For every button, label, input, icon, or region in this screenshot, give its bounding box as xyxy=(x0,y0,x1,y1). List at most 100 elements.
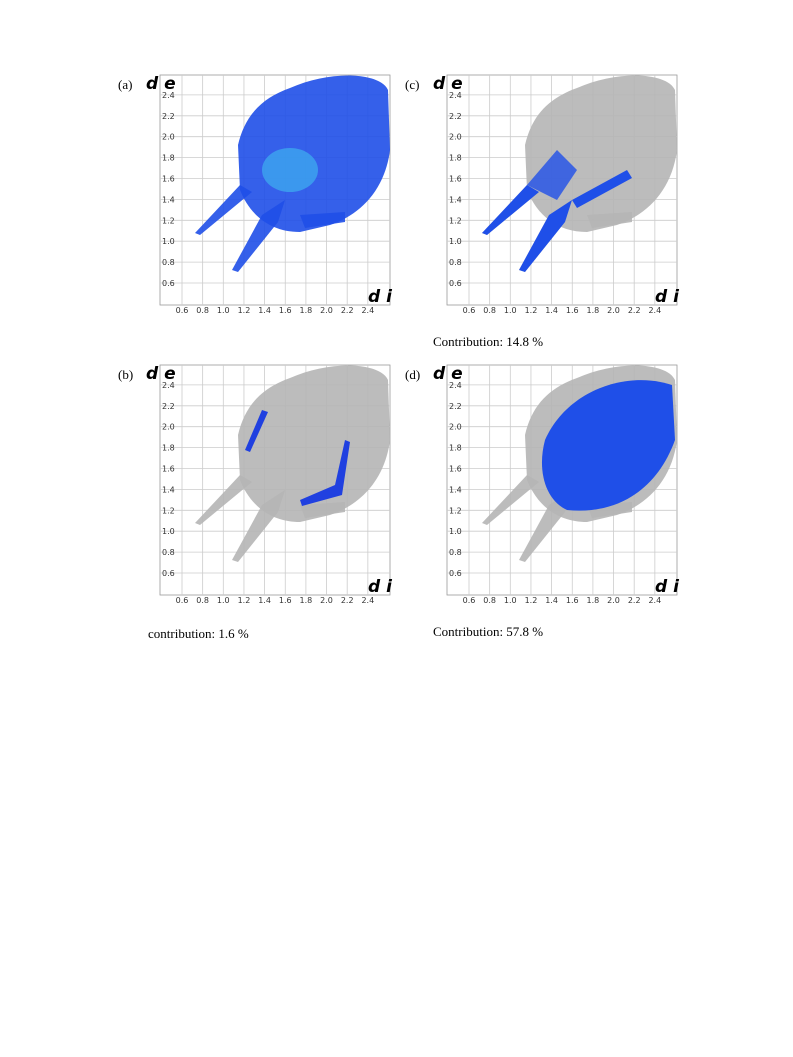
y-tick-label: 0.8 xyxy=(162,258,175,267)
y-tick-label: 1.4 xyxy=(162,195,175,204)
fingerprint-region xyxy=(587,212,632,228)
y-tick-label: 1.2 xyxy=(449,216,462,225)
fingerprint-region xyxy=(300,212,345,228)
x-tick-label: 0.6 xyxy=(463,306,476,315)
fingerprint-region xyxy=(482,475,539,525)
y-tick-label: 1.8 xyxy=(449,444,462,453)
panel-label: (a) xyxy=(118,77,132,92)
x-tick-label: 1.2 xyxy=(238,306,251,315)
x-axis-label: d i xyxy=(655,577,680,597)
fingerprint-region xyxy=(232,200,285,272)
y-tick-label: 1.6 xyxy=(162,465,175,474)
y-tick-label: 2.2 xyxy=(162,112,175,121)
x-axis-label: d i xyxy=(368,577,393,597)
y-tick-label: 1.4 xyxy=(449,485,462,494)
highlight xyxy=(300,440,350,506)
x-tick-label: 2.4 xyxy=(648,596,661,605)
highlight xyxy=(572,170,632,208)
caption: Contribution: 57.8 % xyxy=(433,624,543,639)
x-tick-label: 1.4 xyxy=(545,596,558,605)
y-tick-label: 2.4 xyxy=(449,381,462,390)
x-tick-label: 2.0 xyxy=(320,596,333,605)
density-core xyxy=(262,148,318,192)
x-axis-label: d i xyxy=(368,287,393,307)
y-tick-label: 2.4 xyxy=(449,91,462,100)
fingerprint-region xyxy=(300,502,345,518)
x-tick-label: 2.2 xyxy=(341,596,354,605)
x-tick-label: 1.2 xyxy=(238,596,251,605)
y-tick-label: 2.2 xyxy=(162,402,175,411)
y-tick-label: 1.2 xyxy=(162,216,175,225)
y-tick-label: 2.4 xyxy=(162,381,175,390)
y-tick-label: 1.6 xyxy=(449,465,462,474)
x-tick-label: 0.6 xyxy=(176,306,189,315)
y-axis-label: d e xyxy=(433,364,463,384)
panel-label: (d) xyxy=(405,367,420,382)
x-tick-label: 0.8 xyxy=(483,306,496,315)
x-tick-label: 1.8 xyxy=(300,596,313,605)
x-tick-label: 1.4 xyxy=(258,306,271,315)
y-tick-label: 2.2 xyxy=(449,402,462,411)
x-tick-label: 0.6 xyxy=(463,596,476,605)
y-axis-label: d e xyxy=(146,74,176,94)
x-tick-label: 1.6 xyxy=(566,596,579,605)
y-tick-label: 2.0 xyxy=(449,133,462,142)
y-tick-label: 1.0 xyxy=(162,527,175,536)
highlight xyxy=(541,380,675,511)
x-tick-label: 1.6 xyxy=(279,306,292,315)
fingerprint-region xyxy=(195,475,252,525)
highlight xyxy=(482,185,539,235)
y-tick-label: 2.2 xyxy=(449,112,462,121)
x-tick-label: 2.0 xyxy=(607,306,620,315)
x-tick-label: 1.0 xyxy=(217,596,230,605)
fingerprint-region xyxy=(232,490,285,562)
y-tick-label: 0.6 xyxy=(162,569,175,578)
fingerprint-region xyxy=(525,75,677,232)
y-tick-label: 1.8 xyxy=(449,154,462,163)
y-tick-label: 2.0 xyxy=(162,133,175,142)
x-tick-label: 2.2 xyxy=(628,596,641,605)
x-tick-label: 2.4 xyxy=(361,306,374,315)
highlight xyxy=(527,150,577,200)
x-tick-label: 2.2 xyxy=(341,306,354,315)
y-tick-label: 0.8 xyxy=(162,548,175,557)
y-tick-label: 1.8 xyxy=(162,444,175,453)
y-tick-label: 1.2 xyxy=(162,506,175,515)
fingerprint-region xyxy=(238,365,390,522)
x-tick-label: 1.8 xyxy=(300,306,313,315)
x-tick-label: 1.0 xyxy=(504,306,517,315)
x-axis-label: d i xyxy=(655,287,680,307)
x-tick-label: 0.8 xyxy=(483,596,496,605)
panel: 0.6 0.6 0.8 0.8 1.0 1.0 1.2 1.2 1.4 1.4 1.6 1.6 1.8 1… xyxy=(118,364,393,641)
y-tick-label: 0.6 xyxy=(162,279,175,288)
y-axis-label: d e xyxy=(146,364,176,384)
y-axis-label: d e xyxy=(433,74,463,94)
x-tick-label: 1.0 xyxy=(217,306,230,315)
x-tick-label: 2.0 xyxy=(607,596,620,605)
y-tick-label: 0.6 xyxy=(449,569,462,578)
fingerprint-region xyxy=(238,75,390,232)
x-tick-label: 1.0 xyxy=(504,596,517,605)
x-tick-label: 1.4 xyxy=(258,596,271,605)
x-tick-label: 0.8 xyxy=(196,306,209,315)
x-tick-label: 2.4 xyxy=(361,596,374,605)
highlight xyxy=(519,200,572,272)
y-tick-label: 2.0 xyxy=(162,423,175,432)
y-tick-label: 1.6 xyxy=(449,175,462,184)
y-tick-label: 1.0 xyxy=(449,527,462,536)
x-tick-label: 1.2 xyxy=(525,596,538,605)
highlight xyxy=(245,410,268,452)
y-tick-label: 1.0 xyxy=(449,237,462,246)
fingerprint-region xyxy=(195,185,252,235)
x-tick-label: 1.2 xyxy=(525,306,538,315)
x-tick-label: 0.8 xyxy=(196,596,209,605)
y-tick-label: 1.8 xyxy=(162,154,175,163)
panel: 0.6 0.6 0.8 0.8 1.0 1.0 1.2 1.2 1.4 1.4 1.6 1.6 1.8 1… xyxy=(118,74,393,315)
y-tick-label: 2.4 xyxy=(162,91,175,100)
y-tick-label: 1.2 xyxy=(449,506,462,515)
panel: 0.6 0.6 0.8 0.8 1.0 1.0 1.2 1.2 1.4 1.4 1.6 1.6 1.8 1… xyxy=(405,74,680,349)
y-tick-label: 0.8 xyxy=(449,258,462,267)
